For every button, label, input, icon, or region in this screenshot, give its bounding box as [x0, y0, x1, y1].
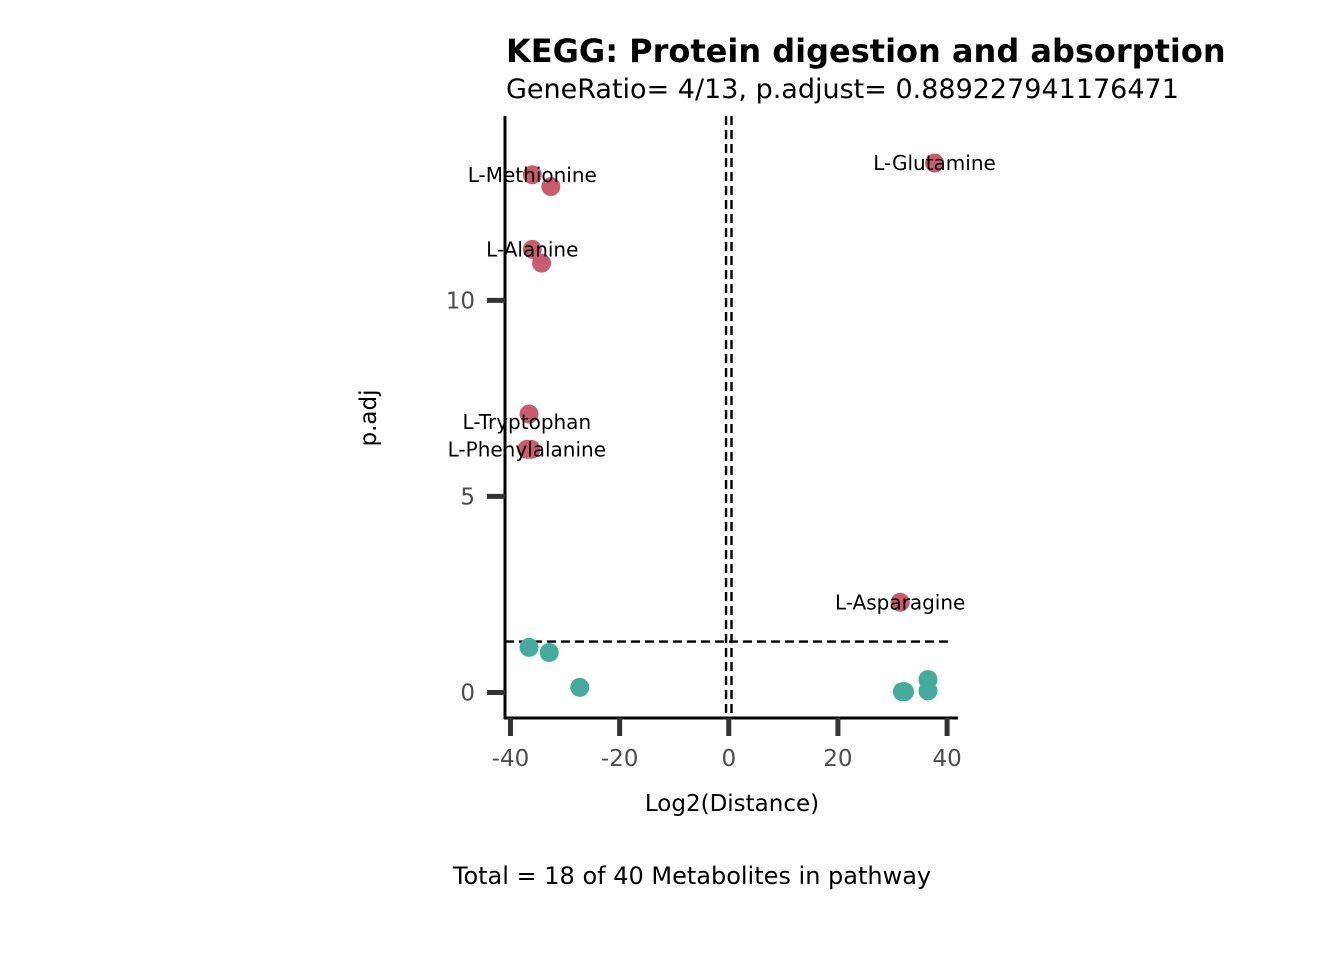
- y-axis-label: p.adj: [356, 390, 382, 447]
- point-label: L-Asparagine: [835, 590, 965, 614]
- significant-point: [522, 165, 542, 185]
- significant-point: [522, 239, 542, 259]
- significant-point: [521, 439, 541, 459]
- significant-point: [519, 404, 539, 424]
- x-tick-label: 0: [721, 746, 736, 772]
- nonsignificant-point: [519, 637, 539, 657]
- point-label: L-Alanine: [486, 237, 578, 261]
- chart-caption: Total = 18 of 40 Metabolites in pathway: [452, 862, 931, 890]
- x-tick-label: 40: [932, 746, 961, 772]
- data-points: [517, 153, 945, 702]
- significant-point: [532, 253, 552, 273]
- y-tick-label: 10: [446, 288, 475, 314]
- significant-point: [925, 153, 945, 173]
- chart-subtitle: GeneRatio= 4/13, p.adjust= 0.88922794117…: [506, 74, 1179, 105]
- point-label: L-Glutamine: [873, 151, 996, 175]
- y-tick-label: 0: [460, 681, 475, 707]
- nonsignificant-point: [570, 677, 590, 697]
- nonsignificant-point: [918, 681, 938, 701]
- reference-lines: [505, 116, 950, 718]
- point-labels: L-Methionine L-Alanine L-Tryptophan L-Pheny…: [448, 151, 996, 614]
- nonsignificant-point: [895, 682, 915, 702]
- nonsignificant-point: [539, 643, 559, 663]
- significant-point: [890, 592, 910, 612]
- x-tick-label: -20: [601, 746, 639, 772]
- x-axis-label: Log2(Distance): [645, 791, 819, 817]
- significant-point: [541, 177, 561, 197]
- point-label: L-Tryptophan: [463, 410, 592, 434]
- point-label: L-Methionine: [468, 163, 597, 187]
- point-label: L-Phenylalanine: [448, 437, 606, 461]
- chart-title: KEGG: Protein digestion and absorption: [506, 32, 1226, 70]
- x-tick-label: 20: [823, 746, 852, 772]
- x-tick-label: -40: [492, 746, 530, 772]
- axes: -40 -20 0 20 40 0 5 10: [446, 116, 962, 772]
- y-tick-label: 5: [460, 484, 475, 510]
